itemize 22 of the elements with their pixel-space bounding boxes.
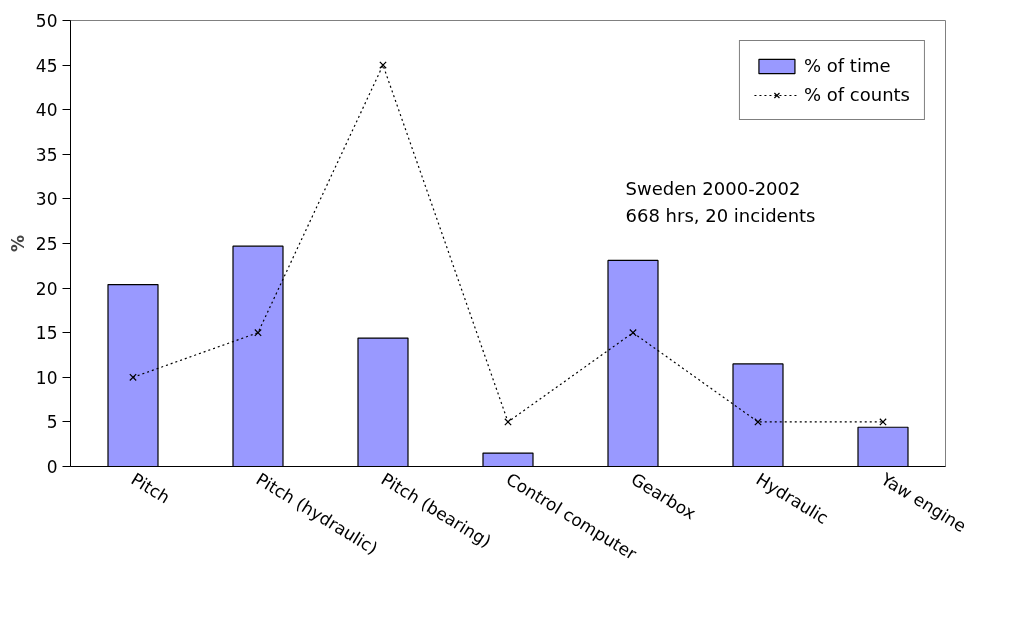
point	[129, 373, 137, 382]
y-tick-label: 40	[35, 100, 58, 121]
point	[254, 328, 262, 337]
legend-label: % of time	[803, 55, 891, 76]
y-tick-label: 25	[35, 234, 58, 254]
y-tick-label: 20	[35, 278, 58, 299]
y-tick-label: 15	[35, 323, 58, 344]
y-tick-label: 35	[35, 144, 58, 165]
y-tick-label: 10	[35, 367, 58, 388]
y-tick-label: 5	[46, 412, 58, 433]
point	[629, 328, 637, 337]
y-tick-label: 30	[35, 189, 58, 210]
y-tick-label: 45	[35, 55, 58, 76]
legend-label: % of counts	[803, 84, 910, 105]
y-tick-label: 50	[35, 11, 58, 31]
point	[504, 418, 512, 426]
y-tick-label: 0	[46, 457, 58, 477]
annotation: Sweden 2000-2002 668 hrs, 20 incidents	[625, 178, 816, 227]
point	[879, 418, 887, 426]
point	[379, 61, 387, 69]
point	[754, 418, 762, 426]
y-axis-title: %	[7, 234, 28, 253]
